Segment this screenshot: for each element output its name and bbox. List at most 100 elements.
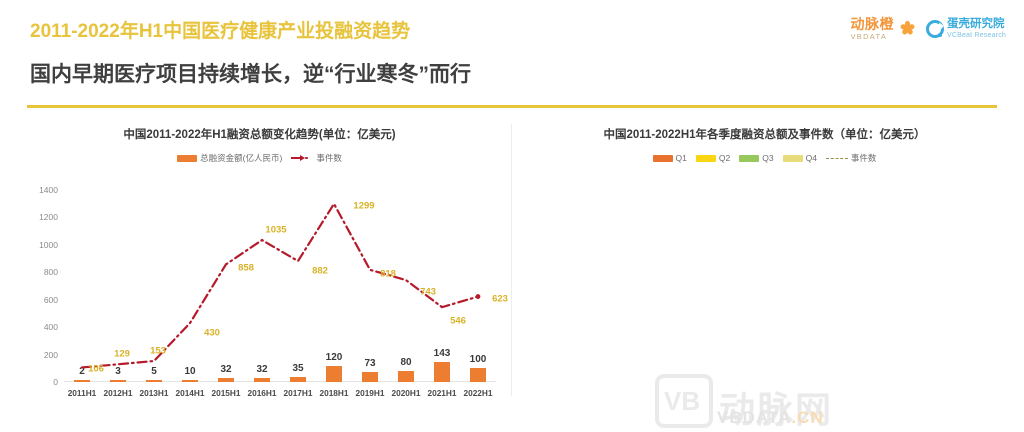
bar-value-label: 143 (433, 348, 451, 360)
bar-total-amount[interactable] (110, 380, 126, 382)
x-axis-label: 2011H1 (67, 388, 97, 398)
x-axis-label: 2013H1 (139, 388, 169, 398)
chart-right-legend: Q1 Q2 Q3 Q4 事件数 (513, 152, 1016, 164)
x-axis-label: 2017H1 (283, 388, 313, 398)
legend-label-event-count: 事件数 (316, 153, 342, 163)
chart-panel-left: 中国2011-2022年H1融资总额变化趋势(单位：亿美元) 总融资金额(亿人民… (8, 112, 511, 424)
y-axis-tick: 1000 (39, 239, 58, 250)
chart-panel-right: 中国2011-2022H1年各季度融资总额及事件数（单位：亿美元） Q1 Q2 Q3… (513, 112, 1016, 424)
line-value-label: 153 (150, 345, 166, 357)
brand-logos: 动脉橙 VBDATA 蛋壳研究院 VCBeat Research (850, 12, 1006, 46)
line-value-label: 882 (312, 265, 328, 277)
x-axis-label: 2022H1 (463, 388, 493, 398)
bar-value-label: 35 (292, 363, 304, 375)
line-value-label: 129 (114, 348, 130, 360)
legend-item-[interactable]: 事件数 (825, 152, 877, 164)
legend-swatch-q1 (652, 154, 673, 162)
bar-value-label: 73 (364, 357, 376, 369)
header-divider (27, 105, 997, 108)
line-value-label: 430 (204, 327, 220, 339)
x-axis-label: 2020H1 (391, 388, 421, 398)
line-value-label: 546 (450, 315, 466, 327)
legend-label: Q3 (762, 153, 774, 163)
line-value-label: 106 (88, 363, 104, 375)
legend-item-q4[interactable]: Q4 (782, 153, 817, 163)
logo-vbdata-cn: 动脉橙 (850, 16, 894, 33)
bar-value-label: 5 (151, 366, 157, 378)
chart-left-title: 中国2011-2022年H1融资总额变化趋势(单位：亿美元) (123, 129, 396, 141)
bar-total-amount[interactable] (362, 372, 378, 382)
bar-value-label: 120 (325, 351, 343, 363)
x-axis-label: 2019H1 (355, 388, 385, 398)
bar-total-amount[interactable] (326, 365, 342, 382)
line-event-count[interactable] (80, 201, 480, 369)
line-end-marker (475, 294, 481, 299)
line-value-label: 1035 (265, 224, 287, 236)
x-axis-label: 2014H1 (175, 388, 205, 398)
bar-total-amount[interactable] (470, 368, 486, 382)
legend-swatch-q2 (695, 154, 716, 162)
y-axis-tick: 800 (43, 267, 58, 278)
bar-total-amount[interactable] (182, 380, 198, 382)
bar-value-label: 3 (115, 366, 121, 378)
line-value-label: 858 (238, 262, 254, 274)
logo-vcbeat-en: VCBeat Research (946, 32, 1006, 40)
y-axis-tick: 200 (43, 349, 58, 360)
x-axis-label: 2021H1 (427, 388, 457, 398)
bar-total-amount[interactable] (398, 371, 414, 382)
logo-vbdata: 动脉橙 VBDATA (850, 17, 917, 41)
legend-swatch-q4 (782, 154, 803, 162)
bar-value-label: 32 (220, 363, 232, 375)
legend-item-event-count[interactable]: 事件数 (291, 152, 342, 164)
legend-label: Q2 (718, 153, 731, 163)
legend-item-q3[interactable]: Q3 (739, 153, 774, 163)
chart-left-legend: 总融资金额(亿人民币) 事件数 (8, 152, 511, 164)
bar-value-label: 10 (184, 366, 196, 378)
line-value-label: 818 (380, 268, 396, 280)
x-axis-label: 2015H1 (211, 388, 241, 398)
legend-dashdot-line-icon (291, 154, 313, 162)
legend-swatch-bar (177, 154, 198, 162)
logo-vcbeat-cn: 蛋壳研究院 (946, 17, 1005, 30)
chart-overlay (80, 201, 481, 369)
bar-value-label: 80 (400, 357, 412, 369)
bar-total-amount[interactable] (290, 377, 306, 382)
legend-label: Q4 (805, 153, 817, 163)
chart-right-title: 中国2011-2022H1年各季度融资总额及事件数（单位：亿美元） (603, 129, 926, 141)
legend-dashed-line-icon (825, 157, 848, 159)
bar-total-amount[interactable] (434, 362, 450, 382)
bar-value-label: 32 (256, 363, 268, 375)
legend-swatch-q3 (739, 154, 760, 162)
legend-item-total-amount[interactable]: 总融资金额(亿人民币) (177, 152, 282, 164)
legend-label-total-amount: 总融资金额(亿人民币) (200, 153, 283, 163)
burst-icon (897, 19, 917, 39)
y-axis-tick: 400 (43, 322, 58, 333)
legend-item-q1[interactable]: Q1 (652, 153, 687, 163)
panel-separator (511, 124, 512, 396)
bar-total-amount[interactable] (146, 380, 162, 382)
bar-value-label: 100 (469, 354, 487, 366)
x-axis-line (64, 381, 496, 382)
legend-label: 事件数 (850, 153, 877, 163)
bar-total-amount[interactable] (254, 377, 270, 382)
y-axis-tick: 0 (53, 377, 58, 387)
x-axis-label: 2018H1 (319, 388, 349, 398)
x-axis-label: 2016H1 (247, 388, 277, 398)
logo-vcbeat: 蛋壳研究院 VCBeat Research (925, 17, 1006, 40)
y-axis-tick: 1200 (39, 212, 58, 223)
ring-icon (925, 20, 944, 38)
header: 2011-2022年H1中国医疗健康产业投融资趋势 国内早期医疗项目持续增长，逆… (0, 0, 1024, 108)
page-kicker: 2011-2022年H1中国医疗健康产业投融资趋势 (30, 21, 411, 42)
page-title: 国内早期医疗项目持续增长，逆“行业寒冬”而行 (30, 63, 471, 86)
y-axis-tick: 1400 (39, 185, 58, 195)
line-value-label: 623 (492, 293, 508, 305)
bar-total-amount[interactable] (218, 377, 234, 382)
y-axis-tick: 600 (43, 294, 58, 305)
line-value-label: 743 (420, 286, 436, 298)
logo-vbdata-en: VBDATA (850, 32, 888, 42)
legend-label: Q1 (675, 153, 687, 163)
bar-total-amount[interactable] (74, 380, 90, 382)
legend-item-q2[interactable]: Q2 (695, 153, 731, 163)
bar-value-label: 2 (79, 366, 85, 378)
